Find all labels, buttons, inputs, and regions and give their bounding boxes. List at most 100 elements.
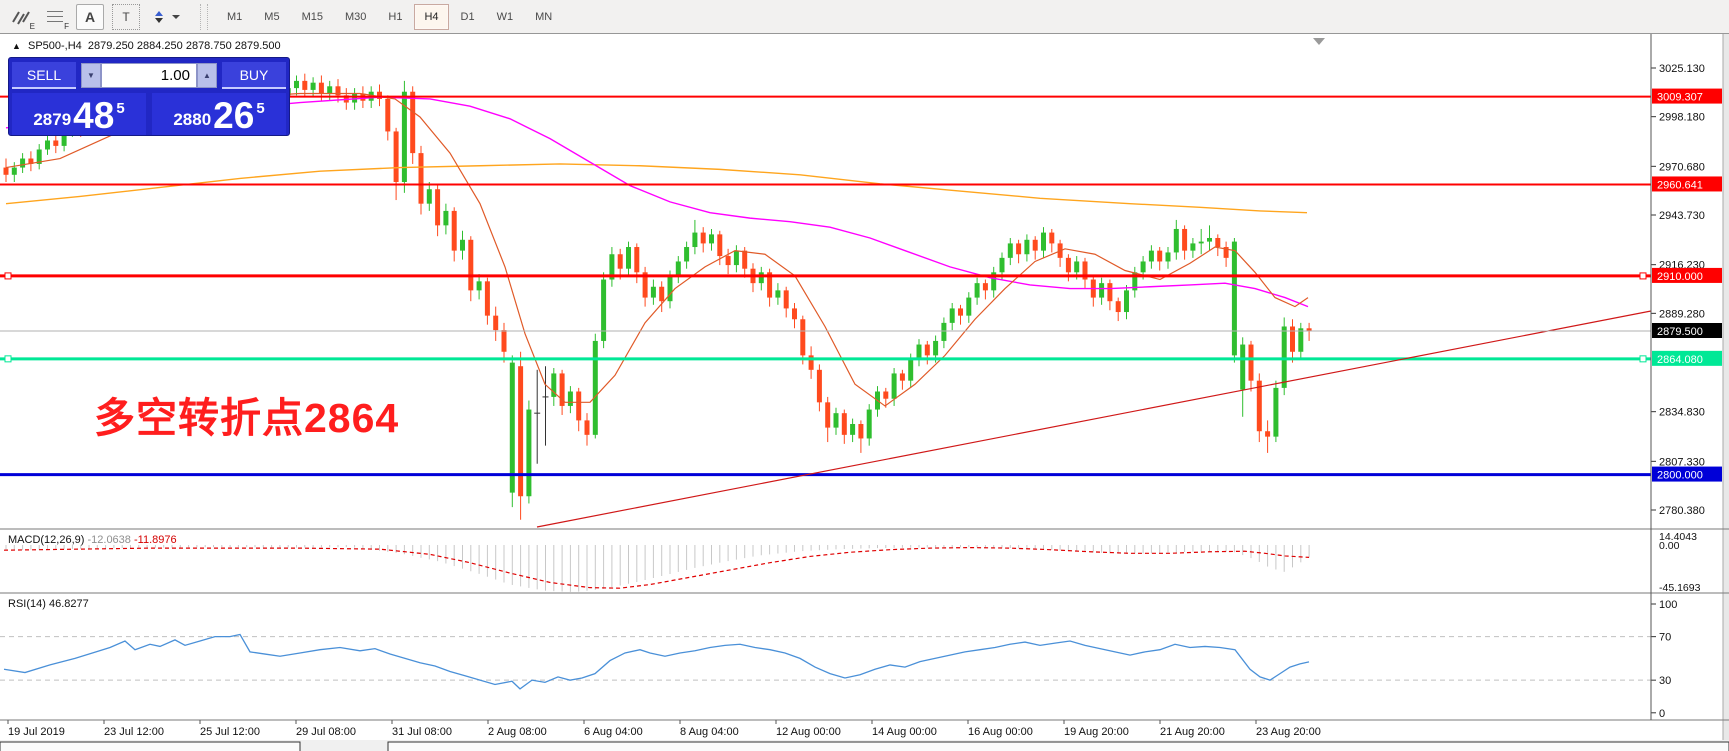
price-badge-text: 3009.307 xyxy=(1657,92,1703,104)
price-badge-text: 2864.080 xyxy=(1657,354,1703,366)
time-axis-label: 2 Aug 08:00 xyxy=(488,726,547,738)
buy-price-display[interactable]: 2880 26 5 xyxy=(152,93,286,135)
window-right-scrollbar[interactable] xyxy=(1723,34,1729,751)
timeframe-button-w1[interactable]: W1 xyxy=(487,4,524,30)
price-badge xyxy=(1652,267,1722,283)
rsi-name: RSI(14) xyxy=(8,598,46,610)
price-badge-text: 2960.641 xyxy=(1657,179,1703,191)
sell-price-prefix: 2879 xyxy=(33,110,72,129)
time-axis-label: 23 Aug 20:00 xyxy=(1256,726,1321,738)
ma-slow-line xyxy=(5,163,1308,214)
sell-price-display[interactable]: 2879 48 5 xyxy=(12,93,146,135)
ohlc-high: 2884.250 xyxy=(136,40,183,52)
rsi-axis-label: 30 xyxy=(1659,675,1671,687)
timeframe-button-m1[interactable]: M1 xyxy=(217,4,252,30)
buy-price-prefix: 2880 xyxy=(173,110,212,129)
sell-price-main: 48 xyxy=(73,95,115,136)
bottom-tab[interactable] xyxy=(0,741,301,751)
sell-price-pip: 5 xyxy=(116,100,125,117)
macd-axis-label: 14.4043 xyxy=(1659,531,1697,543)
sell-button[interactable]: SELL xyxy=(12,62,76,89)
price-badge xyxy=(1652,322,1722,338)
rsi-pane[interactable]: 100 70 30 0 xyxy=(0,592,1729,720)
scroll-to-end-marker-icon[interactable] xyxy=(1313,38,1325,45)
ma-mid-line xyxy=(5,96,1309,308)
icon-sub-f: F xyxy=(64,21,69,31)
buy-price-main: 26 xyxy=(213,95,255,136)
timeframe-button-group: M1 M5 M15 M30 H1 H4 D1 W1 MN xyxy=(216,3,563,30)
timeframe-button-d1[interactable]: D1 xyxy=(451,4,485,30)
indicators-icon[interactable]: E xyxy=(8,5,35,31)
ohlc-open: 2879.250 xyxy=(87,40,134,52)
timeframe-button-m5[interactable]: M5 xyxy=(254,4,289,30)
macd-value-main: -12.0638 xyxy=(87,534,131,546)
line-drag-handle[interactable] xyxy=(1639,355,1647,363)
time-axis-label: 23 Jul 12:00 xyxy=(104,726,164,738)
text-label-button[interactable]: A xyxy=(76,3,104,30)
symbol-name: SP500-,H4 xyxy=(27,40,82,52)
icon-sub-e: E xyxy=(29,21,35,31)
price-axis-label: 2970.680 xyxy=(1659,161,1705,173)
price-axis[interactable]: 3025.1302998.1802970.6802943.7302916.230… xyxy=(1651,63,1722,517)
line-drag-handle[interactable] xyxy=(1639,272,1647,280)
macd-name: MACD(12,26,9) xyxy=(8,534,85,546)
line-drag-handle[interactable] xyxy=(4,355,12,363)
main-price-pane[interactable] xyxy=(0,38,1652,528)
collapse-triangle-icon[interactable]: ▲ xyxy=(12,41,21,51)
time-axis-label: 21 Aug 20:00 xyxy=(1160,726,1225,738)
buy-button[interactable]: BUY xyxy=(222,62,286,89)
bottom-tab-strip[interactable] xyxy=(0,740,1729,751)
chart-annotation-text[interactable]: 多空转折点2864 xyxy=(94,395,400,441)
bottom-tab[interactable] xyxy=(387,741,1729,751)
ohlc-low: 2878.750 xyxy=(185,40,232,52)
timeframe-button-m15[interactable]: M15 xyxy=(292,4,333,30)
grid-icon[interactable]: F xyxy=(42,5,69,31)
rsi-axis-label: 100 xyxy=(1659,599,1677,611)
rsi-line xyxy=(3,633,1310,690)
one-click-trade-panel: SELL ▼ ▲ BUY 2879 48 5 2880 26 5 xyxy=(8,57,290,136)
time-axis-label: 31 Jul 08:00 xyxy=(392,726,452,738)
volume-input[interactable] xyxy=(101,63,197,88)
macd-axis-label: 0.00 xyxy=(1659,540,1680,552)
buy-price-pip: 5 xyxy=(256,100,265,117)
timeframe-button-h1[interactable]: H1 xyxy=(378,4,412,30)
rsi-axis-label: 70 xyxy=(1659,632,1671,644)
time-axis-label: 19 Jul 2019 xyxy=(8,726,65,738)
sort-arrows-button[interactable] xyxy=(148,5,186,29)
time-axis-label: 6 Aug 04:00 xyxy=(584,726,643,738)
price-axis-label: 2834.830 xyxy=(1659,407,1705,419)
time-axis-label: 14 Aug 00:00 xyxy=(872,726,937,738)
toolbar-separator xyxy=(200,3,208,30)
price-badge xyxy=(1652,176,1722,192)
timeframe-button-h4[interactable]: H4 xyxy=(414,3,449,30)
price-badge xyxy=(1652,466,1722,482)
price-axis-label: 2807.330 xyxy=(1659,456,1705,468)
time-axis-label: 12 Aug 00:00 xyxy=(776,726,841,738)
time-axis[interactable]: 19 Jul 2019 23 Jul 12:00 25 Jul 12:00 29 Ju… xyxy=(0,719,1729,738)
time-axis-label: 25 Jul 12:00 xyxy=(200,726,260,738)
volume-decrease-button[interactable]: ▼ xyxy=(81,63,101,88)
time-axis-label: 29 Jul 08:00 xyxy=(296,726,356,738)
timeframe-button-mn[interactable]: MN xyxy=(525,4,562,30)
price-badge-text: 2879.500 xyxy=(1657,326,1703,338)
volume-increase-button[interactable]: ▲ xyxy=(197,63,217,88)
timeframe-button-m30[interactable]: M30 xyxy=(335,4,376,30)
text-box-button[interactable]: T xyxy=(112,3,140,30)
time-axis-label: 8 Aug 04:00 xyxy=(680,726,739,738)
toolbar: E F A T M1 M5 M15 M30 H1 H4 D1 W1 MN xyxy=(0,0,1729,34)
rsi-indicator-label: RSI(14) 46.8277 xyxy=(8,598,89,610)
ohlc-close: 2879.500 xyxy=(234,40,281,52)
price-axis-label: 2780.380 xyxy=(1659,505,1705,517)
rsi-value: 46.8277 xyxy=(48,598,89,610)
macd-value-signal: -11.8976 xyxy=(133,534,177,546)
chart-symbol-title: ▲ SP500-,H4 2879.250 2884.250 2878.750 2… xyxy=(12,40,281,52)
macd-indicator-label: MACD(12,26,9) -12.0638 -11.8976 xyxy=(8,534,177,546)
line-drag-handle[interactable] xyxy=(4,272,12,280)
price-badge-text: 2910.000 xyxy=(1657,271,1703,283)
time-axis-label: 16 Aug 00:00 xyxy=(968,726,1033,738)
macd-axis-label: -45.1693 xyxy=(1659,582,1701,594)
trendline[interactable] xyxy=(536,310,1652,528)
